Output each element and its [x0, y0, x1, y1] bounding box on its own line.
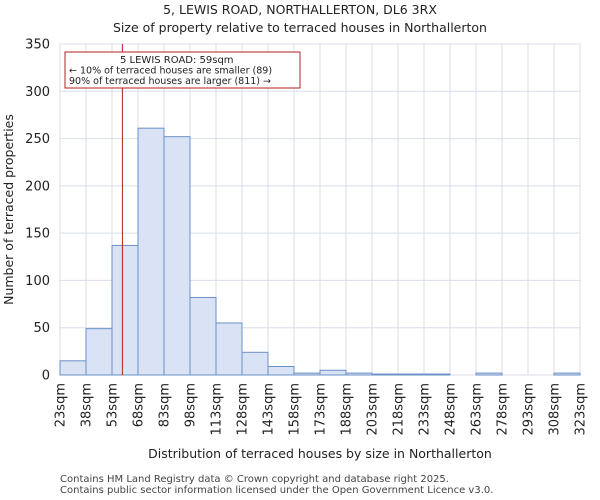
- histogram-bar: [319, 369, 347, 376]
- y-axis-label: Number of terraced properties: [1, 114, 16, 305]
- x-tick-label: 113sqm: [210, 383, 225, 436]
- histogram-bar: [137, 127, 165, 376]
- footer-licence: Contains public sector information licen…: [60, 485, 494, 496]
- x-tick-label: 23sqm: [54, 383, 69, 427]
- x-tick-label: 38sqm: [80, 383, 95, 427]
- histogram-bar: [85, 328, 113, 376]
- x-tick-label: 218sqm: [392, 383, 407, 436]
- y-tick-label: 150: [25, 227, 50, 242]
- footer-copyright: Contains HM Land Registry data © Crown c…: [60, 474, 449, 485]
- histogram-bar: [189, 296, 217, 376]
- histogram-bar: [163, 136, 191, 376]
- histogram-bar: [553, 372, 581, 376]
- y-tick-label: 100: [25, 274, 50, 289]
- histogram-bar: [59, 360, 87, 376]
- histogram-bar: [293, 372, 321, 376]
- x-tick-label: 188sqm: [340, 383, 355, 436]
- x-tick-label: 98sqm: [184, 383, 199, 427]
- x-axis-label: Distribution of terraced houses by size …: [148, 446, 492, 461]
- y-tick-label: 350: [25, 38, 50, 53]
- chart-subtitle: Size of property relative to terraced ho…: [113, 20, 487, 35]
- histogram-bar: [345, 372, 373, 376]
- x-tick-label: 263sqm: [470, 383, 485, 436]
- y-tick-label: 0: [42, 369, 50, 384]
- x-tick-label: 158sqm: [288, 383, 303, 436]
- x-tick-label: 293sqm: [522, 383, 537, 436]
- x-tick-label: 83sqm: [158, 383, 173, 427]
- x-tick-label: 278sqm: [496, 383, 511, 436]
- x-tick-label: 53sqm: [106, 383, 121, 427]
- x-tick-label: 248sqm: [444, 383, 459, 436]
- histogram-bar: [267, 365, 295, 376]
- x-tick-label: 233sqm: [418, 383, 433, 436]
- histogram-bar: [475, 372, 503, 376]
- histogram-bar: [397, 373, 425, 376]
- annotation-smaller: ← 10% of terraced houses are smaller (89…: [69, 66, 272, 77]
- y-tick-label: 50: [33, 321, 50, 336]
- annotation-larger: 90% of terraced houses are larger (811) …: [69, 76, 271, 87]
- histogram-bar: [241, 351, 269, 376]
- x-tick-label: 203sqm: [366, 383, 381, 436]
- x-tick-label: 323sqm: [574, 383, 589, 436]
- histogram-bar: [371, 373, 399, 376]
- y-tick-label: 300: [25, 85, 50, 100]
- x-tick-label: 68sqm: [132, 383, 147, 427]
- histogram-bar: [423, 373, 451, 376]
- x-tick-label: 128sqm: [236, 383, 251, 436]
- histogram-bar: [111, 244, 139, 376]
- x-tick-label: 308sqm: [548, 383, 563, 436]
- chart-title: 5, LEWIS ROAD, NORTHALLERTON, DL6 3RX: [163, 2, 437, 17]
- y-tick-label: 200: [25, 179, 50, 194]
- x-tick-label: 143sqm: [262, 383, 277, 436]
- histogram-bar: [215, 322, 243, 376]
- annotation-title: 5 LEWIS ROAD: 59sqm: [120, 55, 234, 66]
- y-tick-label: 250: [25, 132, 50, 147]
- x-tick-label: 173sqm: [314, 383, 329, 436]
- annotation-box: [64, 51, 301, 89]
